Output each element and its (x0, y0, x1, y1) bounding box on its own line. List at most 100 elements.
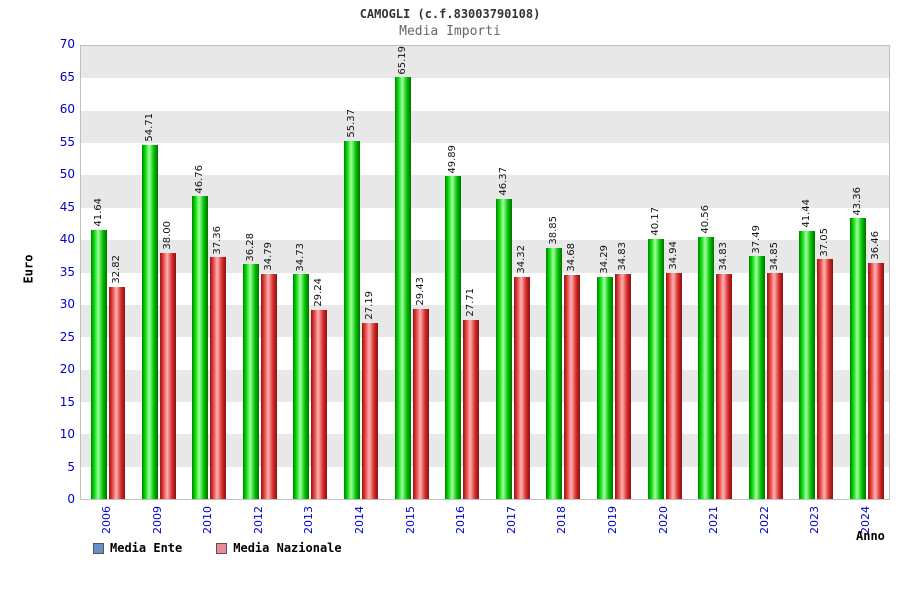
bar-media-ente (344, 140, 360, 499)
bar-media-nazionale (260, 273, 277, 499)
legend-swatch-icon (93, 542, 104, 554)
bar-media-nazionale (868, 263, 884, 499)
legend-swatch-icon (216, 542, 228, 554)
bar-value-label: 43.36 (852, 186, 863, 216)
bar-media-ente (192, 196, 209, 499)
x-tick-label: 2020 (656, 506, 670, 534)
bar-value-label: 34.29 (599, 245, 610, 275)
bar-value-label: 34.79 (262, 242, 274, 271)
x-tick-label: 2018 (555, 506, 569, 534)
bar-media-ente (91, 229, 107, 499)
bar-value-label: 34.68 (566, 242, 578, 272)
chart-subtitle: Media Importi (399, 24, 501, 39)
bar-value-label: 41.44 (801, 199, 813, 228)
y-tick-label: 60 (59, 102, 75, 116)
bar-media-nazionale (766, 273, 783, 499)
bar-media-ente (597, 277, 613, 499)
plot-band (81, 175, 889, 208)
bar-value-label: 34.83 (617, 241, 628, 271)
legend-label: Media Ente (110, 541, 183, 555)
x-tick-label: 2023 (808, 506, 822, 534)
legend-item: Media Ente (93, 541, 182, 555)
bar-media-ente (394, 77, 411, 499)
bar-media-ente (445, 176, 462, 499)
bar-media-nazionale (109, 286, 125, 499)
bar-value-label: 55.37 (346, 109, 357, 138)
y-tick-label: 25 (59, 329, 75, 344)
bar-media-ente (141, 144, 158, 499)
bar-media-nazionale (716, 273, 733, 499)
y-tick-label: 30 (59, 297, 75, 311)
bar-value-label: 32.82 (111, 254, 122, 284)
legend-item: Media Nazionale (216, 541, 342, 555)
x-tick-label: 2009 (150, 506, 164, 534)
bar-media-ente (495, 198, 512, 499)
bar-value-label: 37.36 (212, 225, 224, 255)
bar-value-label: 41.64 (93, 197, 104, 227)
bar-value-label: 38.85 (548, 215, 560, 245)
bar-media-nazionale (159, 253, 176, 499)
y-axis-title: Euro (21, 254, 36, 284)
y-tick-label: 40 (59, 232, 75, 246)
x-tick-label: 2006 (100, 506, 113, 534)
x-tick-label: 2022 (757, 506, 771, 534)
plot-band (81, 143, 889, 176)
plot-band (81, 110, 889, 144)
y-tick-label: 45 (59, 199, 75, 214)
x-tick-label: 2019 (606, 506, 619, 534)
bar-media-ente (748, 256, 765, 499)
bar-value-label: 38.00 (161, 221, 173, 251)
y-tick-label: 70 (59, 37, 75, 51)
y-tick-label: 50 (59, 167, 75, 181)
x-tick-label: 2015 (403, 506, 417, 534)
y-tick-label: 20 (59, 362, 75, 376)
x-tick-label: 2021 (707, 506, 721, 534)
bar-media-nazionale (665, 272, 682, 499)
bar-media-ente (242, 264, 259, 499)
chart-title: CAMOGLI (c.f.83003790108) (359, 7, 541, 21)
bar-value-label: 40.56 (700, 204, 712, 234)
bar-value-label: 29.24 (313, 278, 325, 307)
y-tick-label: 10 (59, 427, 75, 441)
y-tick-label: 15 (59, 394, 75, 409)
bar-value-label: 36.46 (870, 231, 881, 261)
bar-value-label: 54.71 (143, 113, 155, 142)
x-tick-label: 2017 (504, 506, 518, 534)
y-tick-label: 65 (59, 69, 75, 84)
x-tick-label: 2013 (302, 506, 316, 534)
plot-area: 41.64 32.82 54.71 38.00 46.76 37.36 36.28 34.79… (80, 45, 890, 500)
bar-media-nazionale (210, 257, 227, 499)
bar-media-ente (546, 247, 563, 499)
x-tick-label: 2016 (454, 506, 468, 534)
legend: Media Ente Media Nazionale (93, 541, 342, 555)
bar-media-ente (799, 230, 816, 499)
bar-media-nazionale (311, 309, 328, 499)
plot-band (81, 78, 889, 111)
bar-value-label: 34.83 (718, 241, 730, 271)
bar-media-nazionale (564, 274, 581, 499)
bar-media-ente (293, 274, 310, 499)
bar-value-label: 27.19 (364, 291, 375, 321)
bar-value-label: 37.49 (750, 224, 762, 254)
plot-band (81, 207, 889, 241)
bar-value-label: 27.71 (465, 288, 477, 317)
x-tick-label: 2010 (201, 506, 215, 534)
bar-value-label: 46.37 (497, 167, 509, 196)
bar-value-label: 34.85 (768, 241, 780, 271)
bar-media-nazionale (463, 319, 480, 499)
x-axis-title: Anno (856, 529, 885, 543)
y-tick-label: 55 (59, 134, 75, 149)
bar-value-label: 37.05 (819, 227, 831, 257)
legend-label: Media Nazionale (233, 541, 342, 555)
bar-media-nazionale (412, 308, 429, 499)
bar-value-label: 46.76 (194, 164, 206, 194)
bar-value-label: 49.89 (447, 144, 459, 174)
bar-media-ente (698, 236, 715, 499)
bar-media-ente (647, 239, 664, 499)
y-tick-label: 5 (67, 459, 75, 474)
bar-media-ente (850, 218, 866, 499)
bar-value-label: 29.43 (414, 276, 426, 306)
plot-band (81, 46, 889, 79)
bar-value-label: 40.17 (649, 207, 661, 237)
